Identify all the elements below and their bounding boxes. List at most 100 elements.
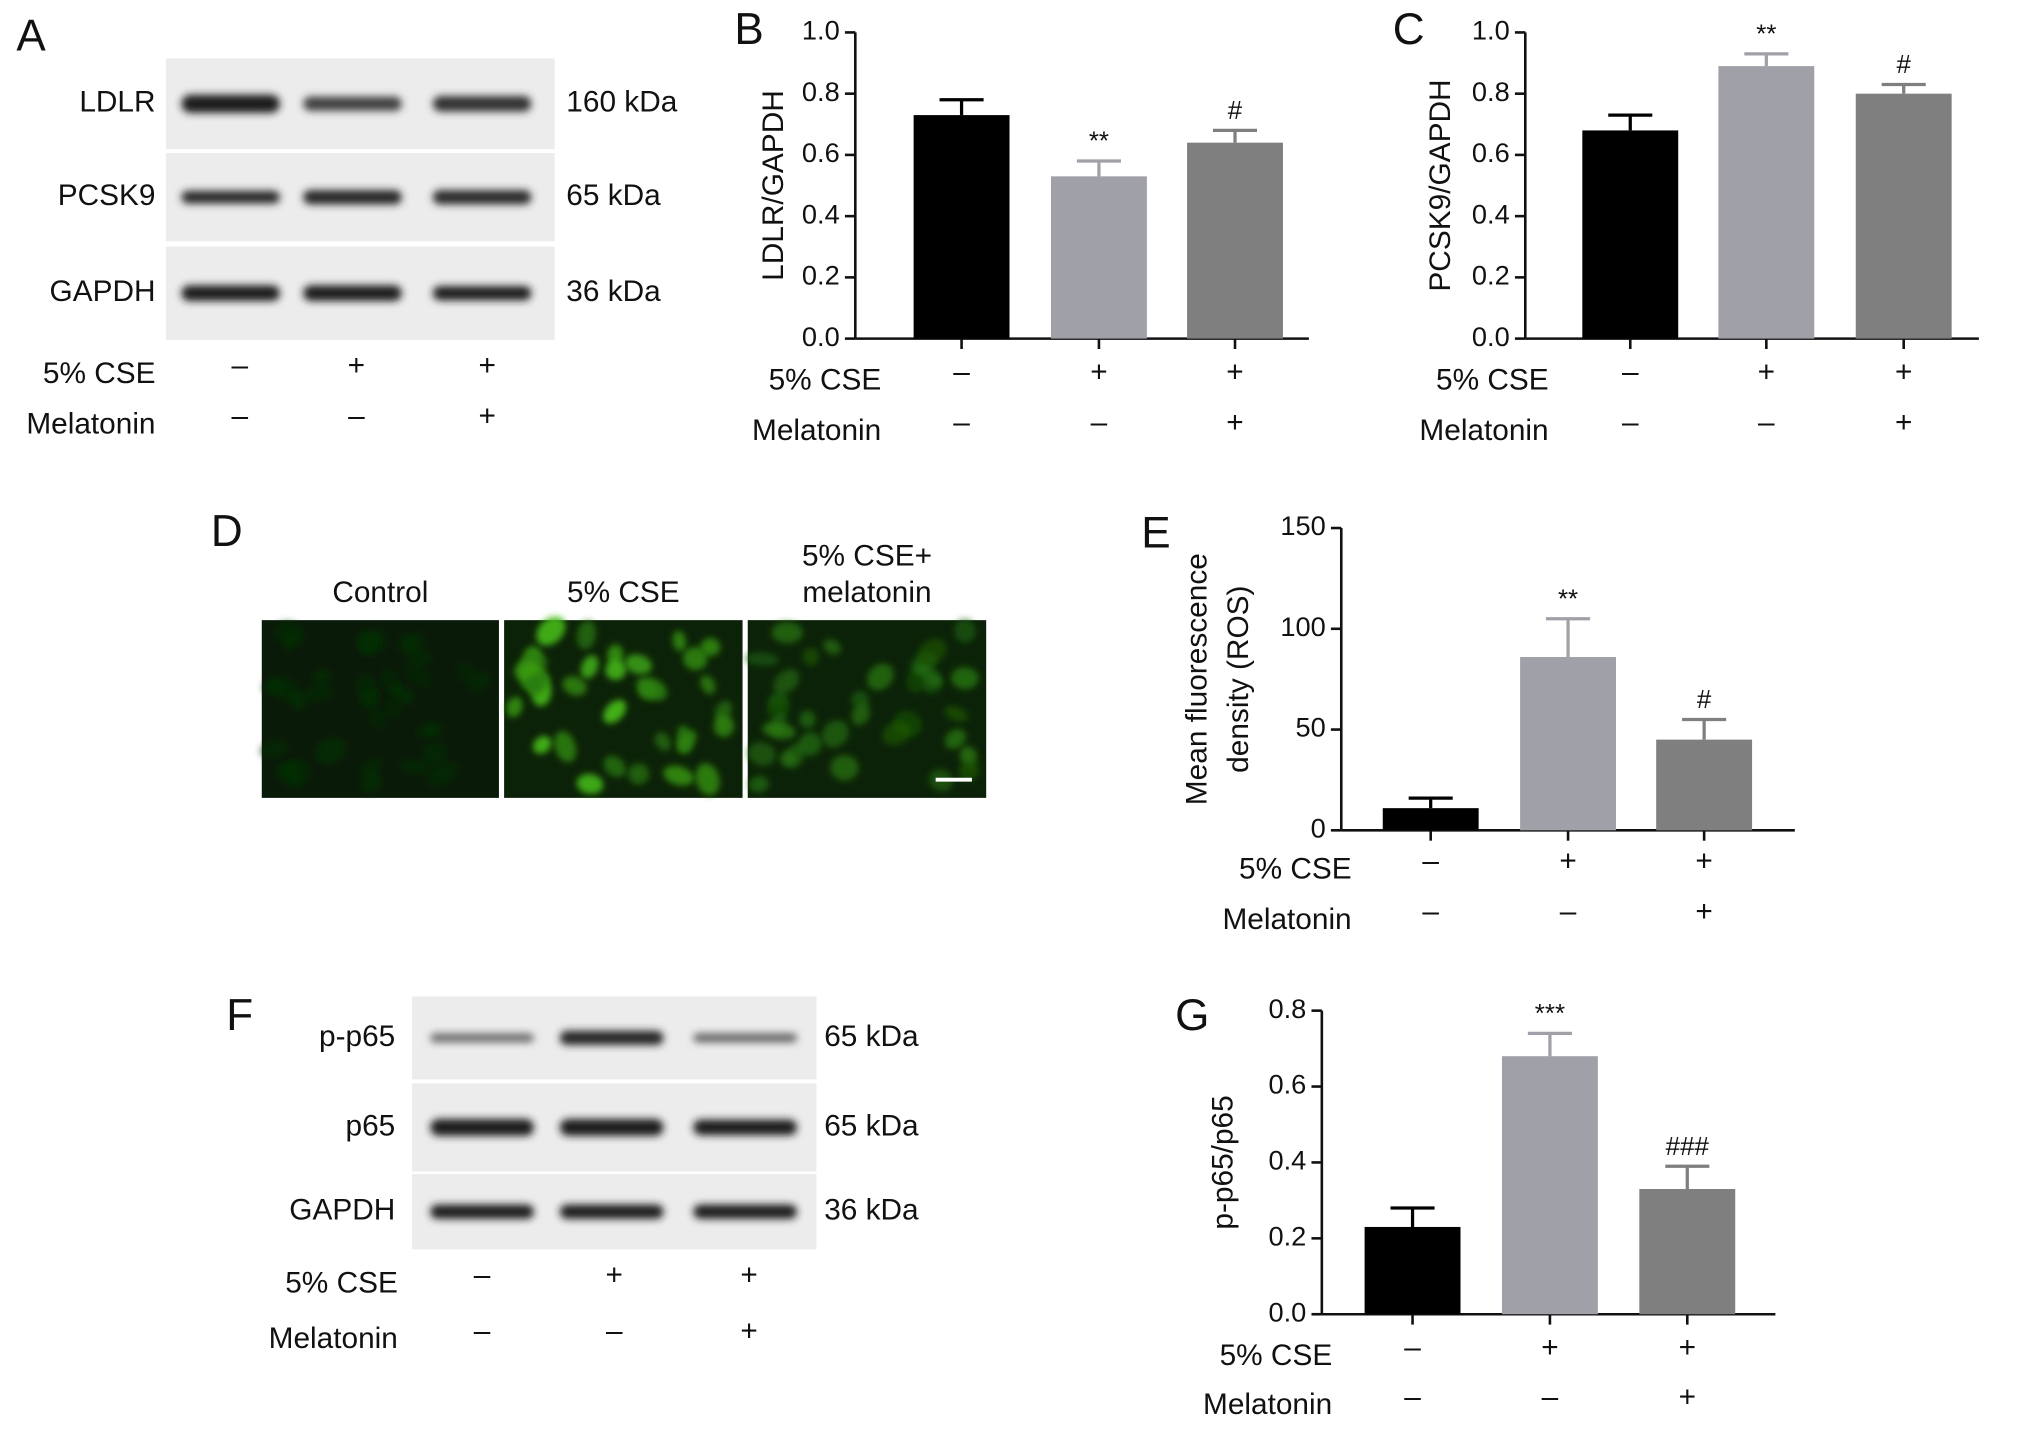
blot-row-label: GAPDH xyxy=(289,1194,395,1227)
annotation: ** xyxy=(1756,21,1776,49)
cell xyxy=(406,648,432,666)
cell xyxy=(397,635,417,653)
cell xyxy=(360,771,382,794)
cell xyxy=(802,647,820,666)
error-bar xyxy=(1546,617,1591,658)
condition-sign: + xyxy=(1090,356,1107,389)
cell xyxy=(944,728,966,750)
cell xyxy=(851,703,871,726)
cell xyxy=(427,761,458,787)
blot-band xyxy=(303,190,402,205)
cell xyxy=(506,696,523,718)
annotation: ** xyxy=(1558,585,1578,613)
cell xyxy=(304,683,334,701)
cell xyxy=(580,655,599,679)
error-bar xyxy=(1390,1206,1435,1227)
blot-band xyxy=(693,1033,797,1043)
blot-band xyxy=(181,190,280,204)
error-bar xyxy=(1212,128,1258,143)
cell xyxy=(672,630,686,652)
y-tick-label: 0.0 xyxy=(1472,321,1510,352)
y-tick-label: 0.4 xyxy=(1472,198,1510,229)
micrograph-label: melatonin xyxy=(802,576,931,609)
blot-row-label: p65 xyxy=(346,1109,396,1142)
cell xyxy=(636,676,668,701)
y-tick-label: 100 xyxy=(1280,611,1325,642)
blot-row-label: LDLR xyxy=(79,86,155,119)
cell xyxy=(422,741,447,766)
cell xyxy=(285,759,311,784)
error-bar xyxy=(1076,159,1121,177)
condition-sign: + xyxy=(1695,845,1712,878)
cell xyxy=(950,667,979,690)
blot-size-label: 65 kDa xyxy=(824,1109,919,1142)
blot-band xyxy=(559,1030,664,1046)
cell xyxy=(700,637,721,657)
cell xyxy=(682,646,708,671)
cell xyxy=(830,754,859,781)
condition-sign: + xyxy=(1895,356,1912,389)
cell xyxy=(528,672,550,692)
bar xyxy=(1639,1189,1736,1315)
condition-sign: + xyxy=(1679,1380,1696,1413)
blot-size-label: 36 kDa xyxy=(824,1194,919,1227)
blot-band xyxy=(432,96,532,112)
annotation: *** xyxy=(1535,1000,1565,1028)
blot-band xyxy=(430,1033,534,1043)
cell xyxy=(748,776,769,793)
y-axis-label: p-p65/p65 xyxy=(1207,1095,1240,1229)
condition-sign: – xyxy=(1422,845,1439,878)
cell xyxy=(958,760,980,781)
cell xyxy=(576,773,604,795)
condition-sign: – xyxy=(348,400,365,433)
condition-label: 5% CSE xyxy=(285,1266,398,1299)
y-tick-label: 0.0 xyxy=(802,321,840,352)
micrograph-label: 5% CSE xyxy=(567,576,680,609)
y-tick-label: 0.6 xyxy=(802,137,840,168)
y-tick-label: 1.0 xyxy=(802,15,840,46)
error-bar xyxy=(1408,796,1453,809)
bar xyxy=(1520,657,1617,831)
cell xyxy=(917,638,947,665)
y-tick-label: 150 xyxy=(1280,510,1325,541)
blot-band xyxy=(693,1119,797,1136)
error-bar xyxy=(1682,717,1727,740)
cell xyxy=(745,652,779,666)
condition-sign: – xyxy=(1758,406,1775,439)
annotation: # xyxy=(1697,686,1712,714)
bar xyxy=(1382,808,1479,831)
blot-row-label: PCSK9 xyxy=(58,179,156,212)
condition-sign: – xyxy=(1422,895,1439,928)
condition-label: Melatonin xyxy=(752,414,881,447)
cell xyxy=(576,620,597,650)
condition-sign: + xyxy=(479,400,496,433)
cell xyxy=(799,710,816,729)
cell xyxy=(356,629,379,655)
cell xyxy=(959,746,978,766)
cell xyxy=(536,616,566,646)
cell xyxy=(915,662,943,686)
y-tick-label: 0.4 xyxy=(1268,1145,1306,1176)
y-axis-label: Mean fluorescence xyxy=(1181,553,1214,805)
cell xyxy=(607,644,624,666)
bar xyxy=(1364,1226,1461,1315)
condition-label: Melatonin xyxy=(269,1322,398,1355)
cell xyxy=(773,669,800,694)
blot-band xyxy=(303,285,402,301)
condition-sign: – xyxy=(1560,895,1577,928)
micrograph-label: 5% CSE+ xyxy=(802,540,932,573)
annotation: ** xyxy=(1089,128,1109,156)
y-axis-label: PCSK9/GAPDH xyxy=(1424,79,1457,291)
blot-band xyxy=(430,1204,534,1219)
blot-band xyxy=(430,1118,534,1136)
panel-letter: C xyxy=(1393,5,1425,54)
blot-band xyxy=(181,94,280,113)
bar xyxy=(913,115,1010,339)
condition-sign: + xyxy=(740,1314,757,1347)
panel-letter: F xyxy=(226,991,253,1040)
bar xyxy=(1187,142,1283,339)
condition-sign: – xyxy=(1091,406,1108,439)
cell xyxy=(624,654,652,675)
cell xyxy=(282,631,298,652)
cell xyxy=(798,732,822,756)
